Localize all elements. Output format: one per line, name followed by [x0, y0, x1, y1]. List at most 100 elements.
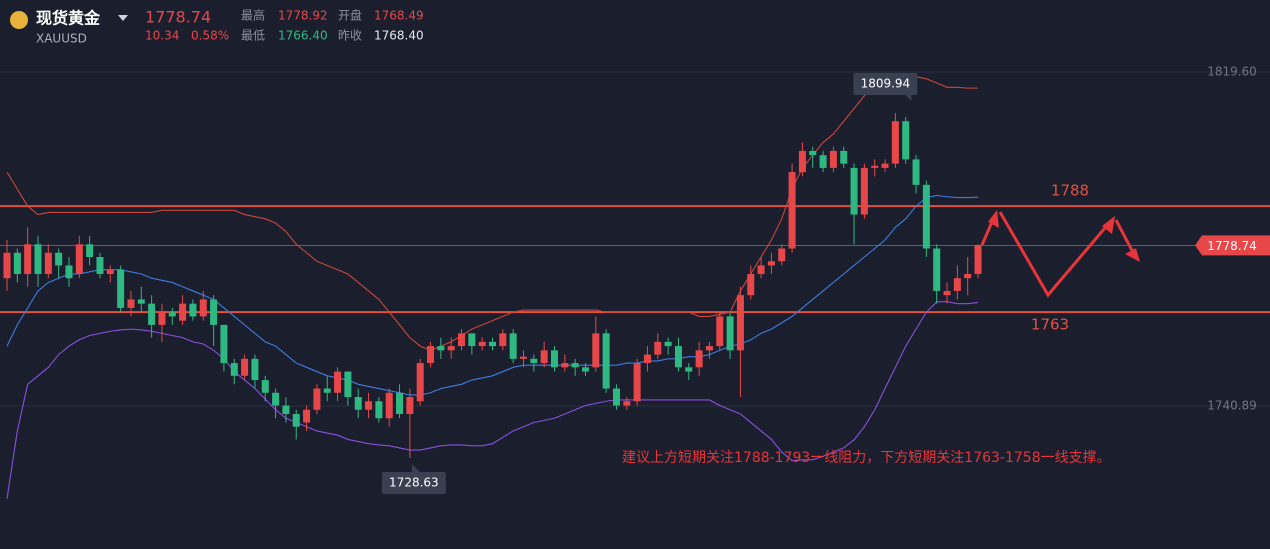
band-line [6, 300, 979, 499]
candle-body [96, 256, 104, 274]
stat-label: 昨收 [338, 29, 362, 43]
candle-body [581, 367, 589, 372]
candle-body [354, 397, 362, 410]
candle-body [148, 303, 156, 325]
high-callout-box [853, 72, 918, 95]
candle-body [881, 163, 889, 168]
candle-body [943, 290, 951, 296]
candle-body [550, 350, 558, 368]
last-price: 1778.74 [145, 8, 211, 27]
y-tick-label: 1740.89 [1207, 398, 1257, 412]
candle-body [819, 155, 827, 168]
candle-body [158, 312, 166, 325]
candle-body [13, 252, 21, 274]
arrow-heads [988, 210, 1140, 262]
stat-label: 最高 [241, 8, 265, 23]
candle-body [592, 333, 600, 368]
candle-body [210, 299, 218, 325]
band-line [6, 73, 979, 351]
candle-body [520, 356, 527, 359]
candle-body [602, 333, 610, 389]
candle-body [117, 269, 125, 308]
candle-body [829, 150, 837, 168]
high-callout-label: 1809.94 [861, 76, 911, 90]
candle-body [891, 121, 899, 164]
candle-body [75, 244, 83, 274]
candle-body [303, 409, 311, 423]
candle-body [571, 363, 579, 368]
candle-body [24, 244, 32, 274]
stat-label: 开盘 [338, 8, 362, 23]
dropdown-caret[interactable] [118, 15, 128, 21]
candle-body [468, 333, 476, 347]
candle-body [767, 261, 775, 266]
price-tag-label: 1778.74 [1207, 239, 1257, 253]
candle-body [344, 371, 352, 398]
candle-body [292, 413, 300, 427]
candle-body [850, 167, 858, 215]
symbol-icon [10, 11, 28, 29]
candle-body [437, 346, 445, 351]
candle-body [747, 273, 755, 296]
candle-body [623, 401, 631, 406]
candle-body [489, 341, 497, 347]
candle-body [633, 363, 641, 402]
candle-body [323, 388, 331, 393]
candle-body [561, 363, 569, 368]
instrument-name: 现货黄金 [36, 9, 101, 28]
candle-body [654, 341, 662, 355]
candle-body [664, 341, 672, 347]
candle-body [375, 401, 383, 419]
candle-body [55, 252, 63, 266]
candle-body [860, 167, 868, 215]
candle-body [757, 265, 765, 274]
low-callout-box [381, 471, 446, 494]
price-tag [1195, 235, 1270, 256]
candle-body [726, 316, 734, 351]
band-line [6, 194, 979, 396]
candle-body [912, 159, 920, 185]
candle-body [137, 299, 145, 304]
candle-body [530, 358, 538, 364]
candle-body [282, 405, 290, 414]
low-callout-label: 1728.63 [389, 475, 439, 489]
candle-body [385, 392, 393, 419]
candle-body [220, 324, 228, 364]
candle-body [458, 333, 466, 347]
stat-value: 1768.40 [374, 29, 424, 43]
arrow-head [988, 210, 999, 228]
candle-body [106, 269, 114, 274]
candle-body [427, 346, 435, 364]
candle-body [612, 388, 620, 406]
candle-body [840, 150, 848, 164]
candle-body [643, 354, 651, 364]
candle-body [179, 303, 187, 321]
stat-label: 最低 [241, 29, 265, 43]
low-callout-pointer [411, 463, 420, 472]
candle-body [251, 358, 259, 381]
candle-body [964, 273, 972, 279]
candle-body [406, 397, 414, 414]
candle-body [716, 316, 724, 347]
candle-body [902, 121, 910, 160]
candle-body [974, 245, 982, 274]
candle-body [44, 252, 52, 274]
candle-body [65, 265, 73, 279]
level-label: 1788 [1051, 182, 1089, 200]
annotation: 建议上方短期关注1788-1793一线阻力，下方短期关注1763-1758一线支… [622, 450, 1111, 466]
candle-body [334, 371, 342, 393]
candle-body [540, 350, 548, 364]
candle-body [736, 295, 744, 351]
candle-body [199, 299, 207, 317]
candle-body [922, 184, 930, 249]
plot-area [0, 73, 1270, 499]
y-tick-label: 1819.60 [1207, 65, 1257, 79]
candle-body [127, 299, 135, 308]
candle-body [509, 333, 517, 359]
stat-value: 1778.92 [278, 9, 328, 23]
arrow-head [1125, 248, 1140, 262]
candle-body [168, 312, 176, 317]
candle-body [778, 248, 786, 262]
candle-body [396, 392, 404, 414]
candle-body [241, 358, 249, 376]
